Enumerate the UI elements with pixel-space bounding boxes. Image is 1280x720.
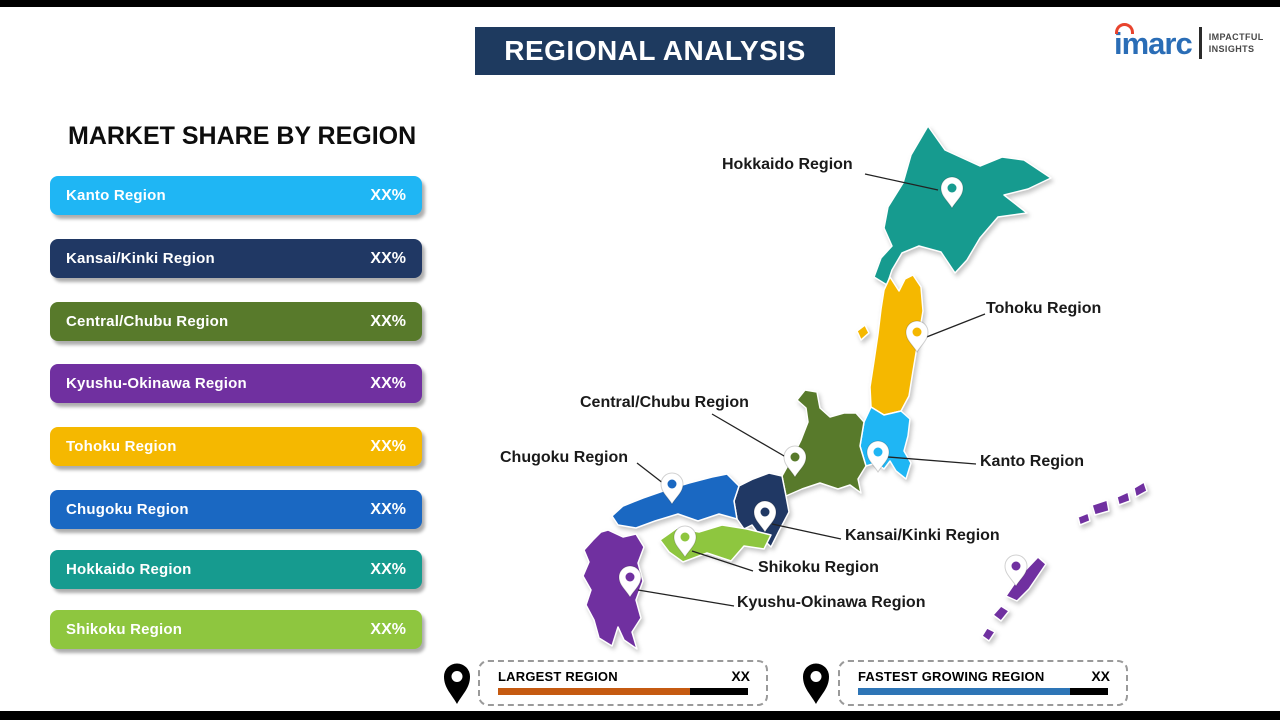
map-pin-hole bbox=[680, 532, 690, 542]
map-pin-hole bbox=[1011, 561, 1021, 571]
logo-tagline-line1: IMPACTFUL bbox=[1208, 31, 1264, 42]
map-label-chugoku: Chugoku Region bbox=[500, 449, 628, 466]
largest-region-bar-black-segment bbox=[690, 688, 748, 695]
region-kyushu-shape bbox=[582, 529, 645, 650]
map-pin-chugoku bbox=[660, 472, 684, 505]
top-border bbox=[0, 0, 1280, 7]
imarc-logo: imarc IMPACTFUL INSIGHTS bbox=[1114, 22, 1264, 59]
share-bar-label: Shikoku Region bbox=[66, 621, 183, 638]
connector-tohoku bbox=[923, 313, 986, 339]
share-bar-label: Kyushu-Okinawa Region bbox=[66, 375, 247, 392]
map-label-kansai: Kansai/Kinki Region bbox=[845, 527, 1000, 544]
logo-divider bbox=[1198, 27, 1202, 59]
share-bar-chubu: Central/Chubu Region XX% bbox=[50, 302, 422, 341]
share-bar-hokkaido: Hokkaido Region XX% bbox=[50, 550, 422, 589]
share-bar-shikoku: Shikoku Region XX% bbox=[50, 610, 422, 649]
share-bar-kanto: Kanto Region XX% bbox=[50, 176, 422, 215]
map-pin-hole bbox=[760, 507, 770, 517]
map-pin-hole bbox=[625, 572, 635, 582]
share-bar-kyushu: Kyushu-Okinawa Region XX% bbox=[50, 364, 422, 403]
map-pin-tohoku bbox=[905, 320, 929, 353]
map-label-chubu: Central/Chubu Region bbox=[580, 394, 749, 411]
map-pin-shikoku bbox=[673, 525, 697, 558]
map-pin-hole bbox=[873, 447, 883, 457]
bottom-border bbox=[0, 711, 1280, 720]
largest-region-pin-icon bbox=[444, 663, 470, 704]
fastest-growing-region-bar-black-segment bbox=[1070, 688, 1108, 695]
japan-map bbox=[582, 125, 1148, 650]
share-bar-value: XX% bbox=[370, 560, 406, 578]
logo-tagline: IMPACTFUL INSIGHTS bbox=[1209, 31, 1264, 55]
map-pin-chubu bbox=[783, 445, 807, 478]
map-pin-kanto bbox=[866, 440, 890, 473]
region-hokkaido-shape bbox=[873, 125, 1052, 286]
region-amami-islands-shape bbox=[1077, 481, 1148, 526]
connector-kanto bbox=[887, 456, 977, 465]
connector-hokkaido bbox=[864, 173, 939, 191]
page-title-text: REGIONAL ANALYSIS bbox=[504, 35, 806, 66]
fastest-growing-region-label: FASTEST GROWING REGION bbox=[858, 668, 1045, 684]
map-pin-hokkaido bbox=[940, 176, 964, 209]
largest-region-bar bbox=[498, 688, 750, 695]
region-sado-island-shape bbox=[856, 324, 870, 341]
region-tohoku-shape bbox=[869, 274, 924, 416]
largest-region-label: LARGEST REGION bbox=[498, 668, 618, 684]
map-label-kyushu-okinawa: Kyushu-Okinawa Region bbox=[737, 594, 926, 611]
fastest-growing-region-bar-color-segment bbox=[858, 688, 1070, 695]
map-pin-hole bbox=[912, 327, 922, 337]
share-bar-label: Tohoku Region bbox=[66, 438, 177, 455]
map-label-shikoku: Shikoku Region bbox=[758, 559, 879, 576]
market-share-heading: MARKET SHARE BY REGION bbox=[68, 122, 417, 150]
map-label-hokkaido: Hokkaido Region bbox=[722, 156, 853, 173]
map-pin-hole bbox=[790, 452, 800, 462]
label-connectors bbox=[636, 173, 986, 607]
fastest-growing-region-legend: FASTEST GROWING REGION XX bbox=[838, 660, 1128, 706]
share-bar-value: XX% bbox=[370, 186, 406, 204]
connector-shikoku bbox=[691, 550, 754, 572]
share-bar-label: Kanto Region bbox=[66, 187, 166, 204]
share-bar-value: XX% bbox=[370, 437, 406, 455]
logo-arc-icon bbox=[1115, 22, 1134, 34]
fastest-growing-region-bar bbox=[858, 688, 1110, 695]
share-bar-label: Hokkaido Region bbox=[66, 561, 192, 578]
region-chubu-shape bbox=[781, 389, 867, 497]
share-bar-value: XX% bbox=[370, 312, 406, 330]
fastest-growing-region-pin-icon bbox=[803, 663, 829, 704]
largest-region-legend: LARGEST REGION XX bbox=[478, 660, 768, 706]
region-chugoku-shape bbox=[611, 473, 740, 529]
map-pin-okinawa bbox=[1004, 554, 1028, 587]
share-bar-kansai: Kansai/Kinki Region XX% bbox=[50, 239, 422, 278]
share-bar-label: Chugoku Region bbox=[66, 501, 189, 518]
map-label-tohoku: Tohoku Region bbox=[986, 300, 1102, 317]
share-bar-chugoku: Chugoku Region XX% bbox=[50, 490, 422, 529]
connector-kansai bbox=[771, 523, 842, 540]
map-pin-hole bbox=[947, 183, 957, 193]
page-title: REGIONAL ANALYSIS bbox=[475, 27, 835, 75]
share-bar-label: Central/Chubu Region bbox=[66, 313, 229, 330]
share-bar-value: XX% bbox=[370, 620, 406, 638]
fastest-growing-region-value: XX bbox=[1091, 668, 1110, 684]
japan-landmass bbox=[582, 125, 1148, 650]
share-bar-value: XX% bbox=[370, 249, 406, 267]
connector-kyushu bbox=[637, 589, 735, 607]
share-bar-value: XX% bbox=[370, 500, 406, 518]
logo-mark: imarc bbox=[1114, 22, 1193, 59]
map-pin-hole bbox=[667, 479, 677, 489]
share-bar-label: Kansai/Kinki Region bbox=[66, 250, 215, 267]
map-label-kanto: Kanto Region bbox=[980, 453, 1084, 470]
region-kanto-shape bbox=[859, 406, 912, 480]
largest-region-value: XX bbox=[731, 668, 750, 684]
connector-chubu bbox=[711, 413, 792, 461]
map-pins bbox=[618, 176, 1028, 598]
largest-region-bar-color-segment bbox=[498, 688, 690, 695]
logo-tagline-line2: INSIGHTS bbox=[1208, 44, 1255, 54]
map-pin-kyushu bbox=[618, 565, 642, 598]
share-bar-tohoku: Tohoku Region XX% bbox=[50, 427, 422, 466]
map-pin-kansai bbox=[753, 500, 777, 533]
share-bar-value: XX% bbox=[370, 374, 406, 392]
